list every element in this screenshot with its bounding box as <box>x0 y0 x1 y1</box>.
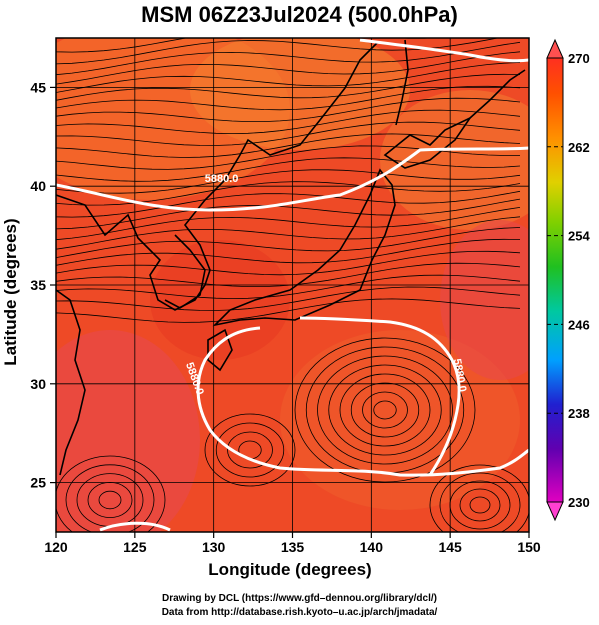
colorbar: 270 262 254 246 238 230 <box>546 38 590 522</box>
colorbar-min-arrow <box>546 501 564 522</box>
streamline <box>56 38 500 65</box>
streamline <box>56 97 521 122</box>
streamline <box>56 169 521 194</box>
streamline <box>56 286 521 311</box>
streamline-gyre <box>227 431 273 469</box>
streamline-gyre <box>339 373 431 447</box>
colorbar-max-arrow <box>546 38 564 59</box>
streamline-gyre <box>469 496 491 514</box>
coastlines <box>56 39 526 476</box>
streamline-gyre <box>215 422 285 478</box>
streamline <box>56 62 521 93</box>
colorbar-tick-label: 246 <box>568 317 590 332</box>
colorbar-ticks: 270 262 254 246 238 230 <box>547 51 590 510</box>
streamline-gyre <box>429 464 529 532</box>
streamline <box>56 298 521 323</box>
streamline <box>56 73 521 101</box>
colorbar-tick-label: 270 <box>568 51 590 66</box>
streamline <box>56 274 521 300</box>
streamline-gyre <box>204 413 296 487</box>
streamline-gyre <box>362 391 408 429</box>
colorbar-tick-label: 230 <box>568 495 590 510</box>
streamline <box>56 41 521 76</box>
streamline-gyre <box>459 488 501 522</box>
chart-title: MSM 06Z23Jul2024 (500.0hPa) <box>141 2 458 27</box>
streamline <box>56 85 521 111</box>
streamline-gyre <box>65 464 155 532</box>
streamline-gyre <box>373 400 397 420</box>
streamline <box>56 145 521 170</box>
x-tick-label: 150 <box>517 539 541 555</box>
streamline-gyre <box>317 355 453 465</box>
x-tick-label: 125 <box>123 539 147 555</box>
colorbar-bar <box>546 57 564 503</box>
streamline <box>56 51 521 85</box>
coastline-sakhalin <box>395 39 409 126</box>
y-tick-label: 25 <box>30 475 46 491</box>
streamline <box>56 109 521 135</box>
y-axis-label: Latitude (degrees) <box>1 218 20 366</box>
streamline <box>56 181 521 206</box>
x-tick-label: 145 <box>438 539 462 555</box>
contour-5880-north <box>56 146 529 212</box>
coastline-china <box>56 289 86 476</box>
streamline <box>56 238 521 266</box>
contour-label-east: 5880.0 <box>451 358 469 393</box>
colorbar-tick-label: 238 <box>568 406 590 421</box>
geopotential-contours <box>56 38 529 532</box>
x-tick-label: 120 <box>44 539 68 555</box>
x-axis-label: Longitude (degrees) <box>208 560 372 579</box>
streamline-gyre <box>98 490 122 510</box>
contour-5880-top <box>359 38 529 63</box>
coastline-honshu <box>212 168 396 327</box>
streamline-gyre <box>439 472 521 532</box>
colorbar-tick-label: 262 <box>568 140 590 155</box>
streamline-gyre <box>56 455 166 532</box>
grid-lines <box>56 38 529 532</box>
streamline <box>56 190 521 218</box>
x-axis-ticks: 120 125 130 135 140 145 150 <box>44 532 541 555</box>
colorbar-tick-label: 254 <box>568 229 590 244</box>
x-tick-label: 140 <box>360 539 384 555</box>
streamline-gyre <box>328 364 442 456</box>
streamlines <box>56 38 529 532</box>
credit-drawing: Drawing by DCL (https://www.gfd–dennou.o… <box>161 593 437 604</box>
streamline <box>56 227 521 259</box>
streamline <box>56 216 521 250</box>
streamline <box>56 262 521 287</box>
streamline <box>56 207 521 241</box>
streamline <box>56 38 441 53</box>
y-tick-label: 45 <box>30 79 46 95</box>
contour-5880-bottom <box>99 521 171 532</box>
coastline-korea <box>164 234 206 309</box>
streamline-gyre <box>350 382 420 438</box>
contour-label-north: 5880.0 <box>205 173 239 185</box>
coastline-kamchatka-kurils <box>469 69 526 119</box>
streamline <box>56 133 521 158</box>
coastline-asia <box>56 41 379 311</box>
y-tick-label: 40 <box>30 178 46 194</box>
credit-data: Data from http://database.rish.kyoto–u.a… <box>161 607 438 618</box>
x-tick-label: 135 <box>281 539 305 555</box>
y-axis-ticks: 25 30 35 40 45 <box>30 79 56 491</box>
contour-5880-south <box>196 326 529 477</box>
streamline <box>56 157 521 182</box>
streamline <box>56 250 521 276</box>
streamline <box>56 121 521 146</box>
y-tick-label: 30 <box>30 376 46 392</box>
streamline-gyre <box>294 337 476 483</box>
contour-5880-east <box>299 316 461 476</box>
x-tick-label: 130 <box>202 539 226 555</box>
y-tick-label: 35 <box>30 277 46 293</box>
